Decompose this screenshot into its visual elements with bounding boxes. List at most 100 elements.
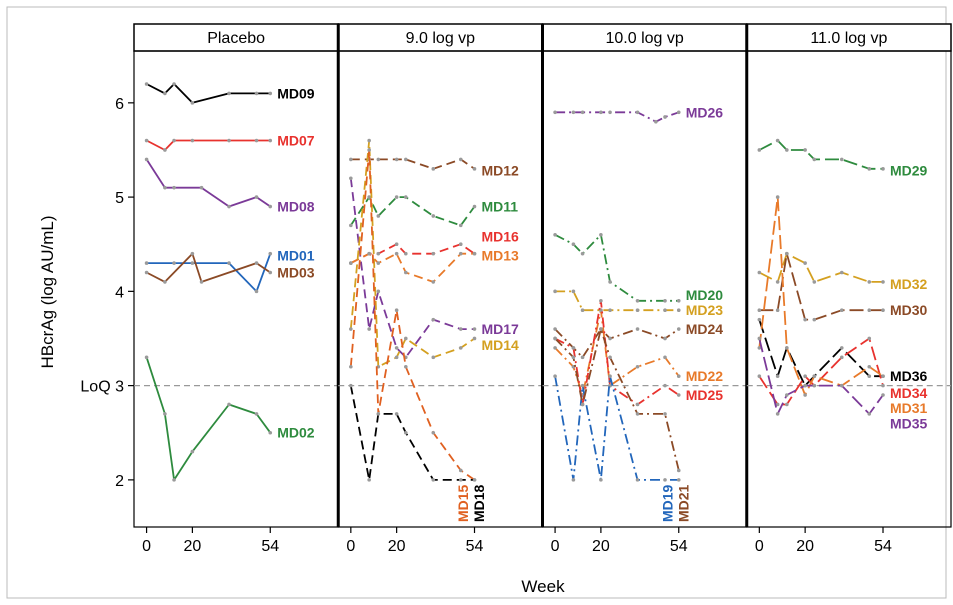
series-label: MD07 — [277, 133, 315, 149]
data-point-md34 — [839, 355, 844, 360]
data-point-md12 — [376, 157, 381, 162]
data-point-md15 — [367, 148, 371, 152]
series-label-vertical: MD18 — [471, 484, 487, 522]
data-point-md08 — [227, 204, 231, 209]
data-point-md17 — [394, 346, 399, 350]
series-label: MD22 — [686, 368, 724, 384]
data-point-md09 — [144, 82, 149, 86]
data-point-md19 — [553, 374, 557, 378]
data-point-md23 — [635, 308, 640, 313]
data-point-md23 — [663, 308, 667, 313]
data-point-md30 — [803, 317, 807, 322]
series-line-md35 — [758, 338, 884, 415]
data-point-md20 — [599, 233, 603, 237]
y-tick-label: 6 — [115, 96, 124, 113]
data-point-md14 — [367, 138, 371, 143]
data-point-md01 — [144, 261, 149, 265]
data-point-md02 — [172, 478, 176, 482]
data-point-md21 — [608, 355, 612, 360]
data-point-md24 — [663, 336, 667, 341]
panel-title: Placebo — [207, 30, 265, 47]
data-point-md29 — [775, 138, 780, 143]
data-point-md16 — [376, 251, 381, 256]
data-point-md36 — [757, 317, 762, 322]
data-point-md26 — [635, 110, 640, 115]
data-point-md24 — [676, 327, 681, 331]
data-point-md35 — [785, 393, 789, 397]
series-line-md03 — [146, 252, 271, 283]
series-line-md21 — [554, 328, 680, 471]
data-point-md18 — [376, 412, 381, 416]
data-point-md08 — [268, 204, 273, 209]
data-point-md30 — [881, 308, 885, 313]
data-point-md34 — [867, 336, 872, 341]
data-point-md11 — [458, 223, 463, 228]
data-point-md20 — [663, 298, 667, 303]
data-point-md03 — [163, 280, 167, 284]
data-point-md12 — [431, 167, 436, 171]
data-point-md07 — [254, 138, 259, 143]
series-line-md32 — [758, 252, 883, 283]
data-point-md03 — [144, 270, 149, 275]
data-point-md35 — [812, 383, 817, 388]
data-point-md19 — [571, 478, 576, 482]
data-point-md08 — [172, 185, 176, 190]
data-point-md02 — [190, 449, 195, 454]
x-tick-label: 54 — [261, 538, 279, 555]
data-point-md34 — [775, 402, 780, 407]
series-label: MD32 — [890, 276, 928, 292]
series-line-md11 — [350, 196, 476, 227]
series-line-md01 — [146, 253, 272, 293]
data-point-md20 — [571, 242, 576, 247]
data-point-md22 — [635, 364, 640, 369]
data-point-md34 — [785, 402, 789, 407]
data-point-md29 — [867, 167, 872, 171]
data-point-md26 — [676, 110, 681, 115]
data-point-md25 — [663, 383, 667, 388]
data-point-md29 — [757, 148, 762, 152]
data-point-md01 — [254, 289, 259, 294]
data-point-md22 — [676, 374, 681, 378]
data-point-md24 — [553, 327, 557, 331]
series-label-vertical: MD21 — [675, 484, 691, 522]
data-point-md32 — [757, 270, 762, 275]
data-point-md30 — [785, 251, 789, 256]
data-point-md15 — [458, 468, 463, 473]
x-tick-label: 20 — [796, 538, 814, 555]
data-point-md18 — [431, 478, 436, 482]
data-point-md13 — [367, 251, 371, 256]
data-point-md31 — [803, 393, 807, 397]
data-point-md29 — [839, 157, 844, 162]
data-point-md01 — [172, 261, 176, 265]
data-point-md12 — [458, 157, 463, 162]
panel-title: 10.0 log vp — [605, 30, 683, 47]
data-point-md07 — [163, 148, 167, 152]
series-label: MD34 — [890, 385, 928, 401]
data-point-md20 — [580, 251, 585, 256]
data-point-md35 — [839, 383, 844, 388]
data-point-md09 — [268, 91, 273, 96]
data-point-md35 — [757, 336, 762, 341]
data-point-md21 — [553, 336, 557, 341]
data-point-md13 — [394, 251, 399, 256]
data-point-md14 — [394, 355, 399, 360]
data-point-md02 — [268, 430, 273, 435]
data-point-md32 — [803, 261, 807, 265]
series-label: MD01 — [277, 248, 315, 264]
series-label: MD11 — [482, 199, 519, 215]
data-point-md24 — [580, 355, 585, 360]
series-label: MD02 — [277, 425, 315, 441]
data-point-md19 — [635, 478, 640, 482]
series-label: MD35 — [890, 415, 928, 431]
data-point-md22 — [553, 346, 557, 350]
series-label: MD25 — [686, 387, 724, 403]
data-point-md34 — [803, 374, 807, 378]
data-point-md14 — [349, 327, 353, 331]
series-label: MD26 — [686, 104, 724, 120]
data-point-md17 — [349, 176, 353, 181]
series-label: MD16 — [482, 229, 520, 245]
data-point-md21 — [599, 327, 603, 331]
data-point-md07 — [227, 138, 231, 143]
data-point-md13 — [431, 280, 436, 284]
